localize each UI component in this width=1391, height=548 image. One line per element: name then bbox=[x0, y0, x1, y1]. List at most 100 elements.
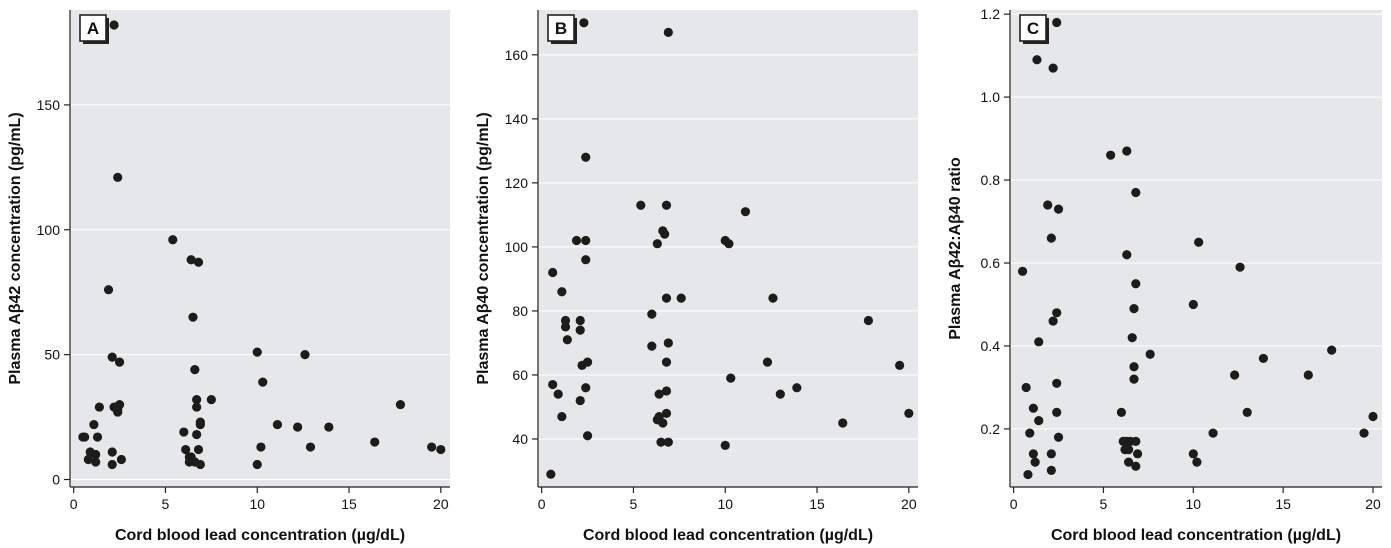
data-point bbox=[562, 335, 572, 345]
panel-letter: B bbox=[555, 19, 567, 38]
data-point bbox=[581, 152, 591, 162]
y-tick-label: 1.0 bbox=[981, 89, 1001, 105]
data-point bbox=[1192, 457, 1202, 467]
data-point bbox=[548, 267, 558, 278]
x-tick-label: 15 bbox=[341, 496, 357, 512]
data-point bbox=[1030, 457, 1040, 467]
data-point bbox=[186, 255, 196, 265]
x-tick-label: 10 bbox=[249, 496, 265, 512]
panel-b: 40 60 80 100 120 140 160 0 5 10 15 20 Cord blood lea… bbox=[475, 10, 918, 544]
x-tick-label: 0 bbox=[538, 496, 546, 512]
data-point bbox=[724, 239, 734, 249]
data-point bbox=[1046, 465, 1056, 476]
x-tick-label: 0 bbox=[1010, 496, 1018, 512]
data-point bbox=[168, 235, 178, 245]
x-tick-label: 20 bbox=[433, 496, 449, 512]
panel-letter-badge: B bbox=[547, 14, 577, 44]
data-point bbox=[863, 315, 874, 326]
data-point bbox=[1188, 449, 1198, 459]
panel-letter: A bbox=[87, 19, 99, 38]
y-tick-label: 0.4 bbox=[981, 338, 1001, 354]
data-point bbox=[1208, 428, 1218, 438]
data-point bbox=[575, 325, 585, 335]
x-tick-label: 20 bbox=[1365, 496, 1381, 512]
data-point bbox=[427, 442, 437, 452]
data-point bbox=[1048, 63, 1058, 73]
data-point bbox=[581, 255, 591, 265]
data-point bbox=[107, 352, 117, 362]
x-tick-label: 10 bbox=[1186, 496, 1202, 512]
data-point bbox=[553, 389, 563, 399]
data-point bbox=[775, 389, 785, 399]
y-tick-label: 150 bbox=[37, 97, 61, 113]
data-point bbox=[370, 437, 380, 447]
data-point bbox=[579, 18, 589, 28]
data-point bbox=[904, 408, 914, 418]
y-tick-label: 160 bbox=[505, 47, 529, 63]
data-point bbox=[560, 315, 571, 326]
data-point bbox=[92, 432, 103, 442]
data-point bbox=[1053, 432, 1064, 442]
data-point bbox=[658, 418, 668, 428]
plot-area bbox=[1010, 10, 1382, 487]
data-point bbox=[1046, 233, 1056, 243]
data-point bbox=[179, 427, 189, 437]
data-point bbox=[1124, 457, 1134, 467]
badge-box bbox=[79, 14, 107, 42]
data-point bbox=[1131, 279, 1141, 289]
data-point bbox=[272, 419, 283, 430]
data-point bbox=[647, 341, 657, 351]
panel-letter-badge: C bbox=[1019, 14, 1049, 44]
data-point bbox=[1132, 449, 1143, 459]
data-point bbox=[1258, 353, 1268, 364]
data-point bbox=[661, 408, 672, 418]
data-point bbox=[581, 235, 591, 246]
data-point bbox=[660, 229, 670, 239]
x-tick-label: 5 bbox=[630, 496, 638, 512]
data-point bbox=[206, 394, 216, 405]
data-point bbox=[1194, 237, 1204, 247]
data-point bbox=[1023, 469, 1033, 480]
data-point bbox=[1242, 407, 1252, 417]
data-point bbox=[1052, 17, 1062, 28]
data-point bbox=[546, 469, 556, 479]
data-point bbox=[188, 312, 198, 322]
y-tick-label: 0.8 bbox=[981, 172, 1001, 188]
data-point bbox=[661, 386, 672, 396]
data-point bbox=[1032, 55, 1042, 65]
data-point bbox=[1145, 349, 1155, 359]
data-point bbox=[1327, 345, 1337, 355]
x-tick-label: 20 bbox=[901, 496, 917, 512]
data-point bbox=[720, 440, 730, 450]
data-point bbox=[1129, 304, 1139, 314]
data-point bbox=[114, 357, 125, 367]
data-point bbox=[181, 444, 191, 455]
data-point bbox=[1053, 204, 1064, 214]
data-point bbox=[1131, 436, 1141, 446]
data-point bbox=[91, 449, 101, 460]
data-point bbox=[94, 402, 104, 412]
x-tick-label: 5 bbox=[162, 496, 170, 512]
data-point bbox=[663, 338, 673, 348]
data-point bbox=[78, 432, 88, 442]
y-tick-label: 100 bbox=[37, 222, 61, 238]
data-point bbox=[1129, 374, 1139, 384]
data-point bbox=[560, 322, 571, 332]
data-point bbox=[647, 309, 657, 319]
data-point bbox=[1017, 266, 1028, 276]
panel-letter: C bbox=[1027, 19, 1039, 38]
data-point bbox=[656, 437, 666, 447]
panel-a: 0 50 100 150 0 5 10 15 20 Cord blood lead concent… bbox=[7, 10, 450, 544]
data-point bbox=[436, 444, 446, 455]
data-point bbox=[1052, 378, 1062, 388]
data-point bbox=[663, 27, 673, 38]
x-tick-label: 15 bbox=[809, 496, 825, 512]
data-point bbox=[768, 293, 778, 303]
x-axis-title: Cord blood lead concentration (µg/dL) bbox=[583, 527, 873, 544]
data-point bbox=[1028, 403, 1038, 413]
y-tick-label: 140 bbox=[505, 111, 529, 127]
data-point bbox=[636, 200, 646, 210]
data-point bbox=[107, 459, 117, 470]
data-point bbox=[1048, 316, 1058, 326]
